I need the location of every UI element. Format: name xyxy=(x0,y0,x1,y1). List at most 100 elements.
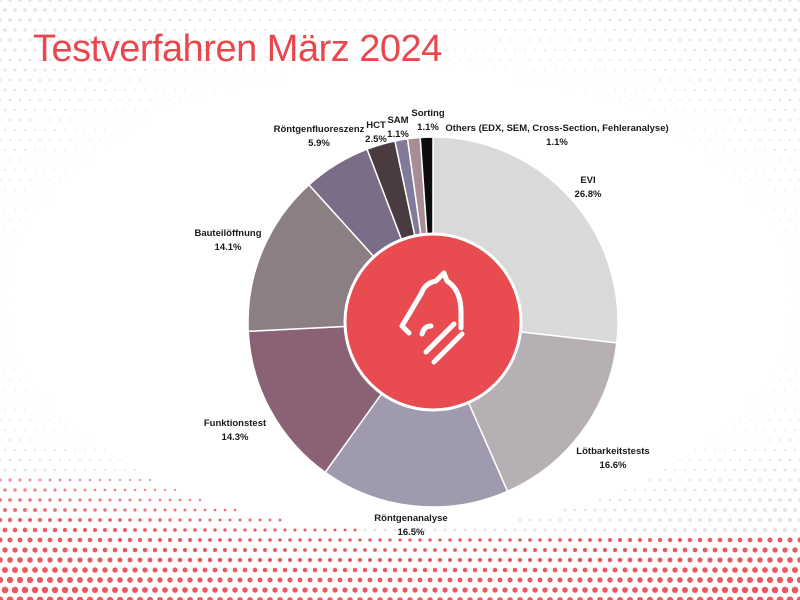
background-dot xyxy=(77,537,83,543)
background-dot xyxy=(719,139,721,141)
background-dot xyxy=(268,0,272,2)
background-dot xyxy=(674,129,676,131)
background-dot xyxy=(394,49,396,51)
background-dot xyxy=(223,8,227,12)
background-dot xyxy=(633,8,637,12)
background-dot xyxy=(453,548,457,552)
background-dot xyxy=(794,389,796,391)
background-dot xyxy=(283,28,287,32)
background-dot xyxy=(688,518,692,522)
background-dot xyxy=(89,119,91,121)
background-dot xyxy=(107,557,113,563)
background-dot xyxy=(713,468,717,472)
background-dot xyxy=(567,597,573,600)
background-dot xyxy=(623,28,627,32)
background-dot xyxy=(218,518,222,522)
background-dot xyxy=(317,597,323,600)
background-dot xyxy=(18,58,22,62)
background-dot xyxy=(683,508,687,512)
background-dot xyxy=(724,429,726,431)
background-dot xyxy=(172,587,178,593)
background-dot xyxy=(723,8,727,12)
background-dot xyxy=(619,99,621,101)
background-dot xyxy=(103,488,107,492)
background-dot xyxy=(683,28,687,32)
background-dot xyxy=(27,557,33,563)
background-dot xyxy=(373,548,377,552)
background-dot xyxy=(729,119,731,121)
background-dot xyxy=(138,58,142,62)
background-dot xyxy=(763,48,767,52)
background-dot xyxy=(699,139,701,141)
background-dot xyxy=(333,528,337,532)
background-dot xyxy=(268,538,272,542)
background-dot xyxy=(588,518,592,522)
background-dot xyxy=(23,468,27,472)
background-dot xyxy=(273,8,277,12)
background-dot xyxy=(574,89,576,91)
slice-label: Others (EDX, SEM, Cross-Section, Fehlera… xyxy=(445,123,668,134)
background-dot xyxy=(352,567,358,573)
background-dot xyxy=(49,199,51,201)
background-dot xyxy=(269,39,271,41)
background-dot xyxy=(412,567,418,573)
background-dot xyxy=(18,38,22,42)
background-dot xyxy=(703,28,707,32)
background-dot xyxy=(637,537,643,543)
background-dot xyxy=(643,508,647,512)
background-dot xyxy=(14,229,16,231)
background-dot xyxy=(169,99,171,101)
background-dot xyxy=(712,527,718,533)
background-dot xyxy=(13,128,17,132)
background-dot xyxy=(424,29,426,31)
background-dot xyxy=(789,199,791,201)
chart-labels: EVI26.8%Lötbarkeitstests16.6%Röntgenanal… xyxy=(194,108,668,538)
background-dot xyxy=(777,557,783,563)
background-dot xyxy=(9,359,11,361)
background-dot xyxy=(128,498,132,502)
background-dot xyxy=(108,478,112,482)
background-dot xyxy=(793,108,797,112)
background-dot xyxy=(654,89,656,91)
background-dot xyxy=(6,596,14,600)
background-dot xyxy=(183,48,187,52)
background-dot xyxy=(84,449,86,451)
background-dot xyxy=(392,587,398,593)
background-dot xyxy=(19,179,21,181)
background-dot xyxy=(557,577,563,583)
background-dot xyxy=(562,587,568,593)
background-dot xyxy=(218,538,222,542)
background-dot xyxy=(618,38,622,42)
background-dot xyxy=(788,138,792,142)
background-dot xyxy=(113,488,117,492)
background-dot xyxy=(68,38,72,42)
background-dot xyxy=(733,8,737,12)
background-dot xyxy=(698,78,702,82)
background-dot xyxy=(633,28,637,32)
background-dot xyxy=(49,139,51,141)
background-dot xyxy=(517,597,523,600)
background-dot xyxy=(69,419,71,421)
background-dot xyxy=(4,349,6,351)
background-dot xyxy=(622,567,628,573)
background-dot xyxy=(8,458,12,462)
background-dot xyxy=(387,577,393,583)
background-dot xyxy=(188,0,192,2)
background-dot xyxy=(387,597,393,600)
background-dot xyxy=(349,59,351,61)
background-dot xyxy=(749,419,751,421)
background-dot xyxy=(743,8,747,12)
background-dot xyxy=(636,596,644,600)
background-dot xyxy=(747,537,753,543)
background-dot xyxy=(458,538,462,542)
background-dot xyxy=(507,557,513,563)
background-dot xyxy=(124,129,126,131)
background-dot xyxy=(88,518,92,522)
background-dot xyxy=(64,169,66,171)
background-dot xyxy=(717,577,723,583)
background-dot xyxy=(93,8,97,12)
background-dot xyxy=(193,48,197,52)
background-dot xyxy=(619,59,621,61)
background-dot xyxy=(233,28,237,32)
background-dot xyxy=(188,498,192,502)
